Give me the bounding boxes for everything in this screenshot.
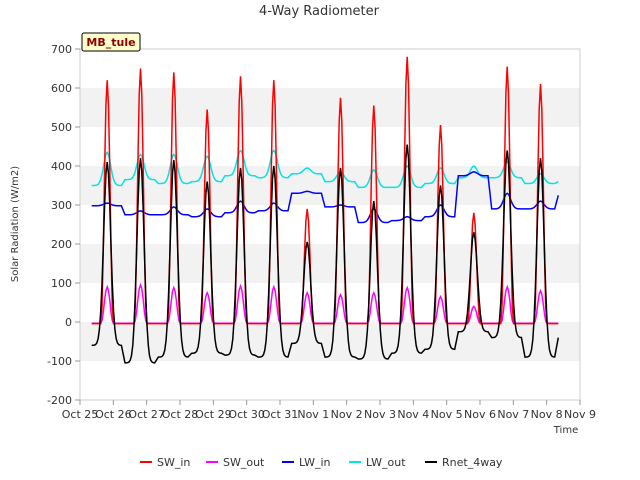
- x-tick-label: Nov 9: [564, 408, 596, 421]
- series-line-rnet_4way: [91, 144, 560, 364]
- y-tick-label: 500: [51, 121, 72, 134]
- y-tick-label: 200: [51, 238, 72, 251]
- legend: SW_in SW_out LW_in LW_out Rnet_4way: [140, 456, 503, 469]
- x-tick-label: Oct 27: [128, 408, 165, 421]
- y-axis-ticks: -200 -100 0 100 200 300 400 500 600 700: [47, 43, 80, 407]
- grid-band: [80, 166, 580, 205]
- x-tick-label: Nov 7: [497, 408, 529, 421]
- x-axis-label: Time: [553, 425, 578, 436]
- x-tick-label: Nov 4: [397, 408, 429, 421]
- chart-title: 4-Way Radiometer: [259, 4, 380, 19]
- series-lines: [91, 56, 560, 364]
- y-tick-label: 0: [65, 316, 72, 329]
- y-axis-label: Solar Radiation (W/m2): [10, 166, 21, 282]
- x-tick-label: Oct 30: [228, 408, 265, 421]
- legend-label: SW_out: [223, 456, 265, 469]
- y-tick-label: 300: [51, 199, 72, 212]
- y-tick-label: 700: [51, 43, 72, 56]
- y-tick-label: 100: [51, 277, 72, 290]
- x-tick-label: Nov 5: [431, 408, 463, 421]
- x-tick-label: Oct 28: [162, 408, 199, 421]
- x-tick-label: Nov 6: [464, 408, 496, 421]
- legend-label: LW_out: [366, 456, 406, 469]
- legend-label: SW_in: [157, 456, 190, 469]
- x-tick-label: Nov 1: [297, 408, 329, 421]
- series-line-sw_out: [91, 282, 559, 324]
- series-line-lw_in: [91, 171, 560, 224]
- site-badge-label: MB_tule: [86, 36, 135, 49]
- x-tick-label: Oct 25: [62, 408, 99, 421]
- x-tick-label: Oct 26: [95, 408, 132, 421]
- plot-frame: [79, 48, 581, 401]
- site-badge-box: [81, 32, 141, 52]
- site-badge: MB_tule: [81, 32, 141, 52]
- legend-label: LW_in: [299, 456, 331, 469]
- y-tick-label: -100: [47, 355, 72, 368]
- x-tick-label: Nov 8: [531, 408, 563, 421]
- y-tick-label: 400: [51, 160, 72, 173]
- legend-label: Rnet_4way: [442, 456, 503, 469]
- y-tick-label: 600: [51, 82, 72, 95]
- grid-band: [80, 88, 580, 127]
- grid-bands: [80, 88, 580, 361]
- y-tick-label: -200: [47, 394, 72, 407]
- x-tick-label: Nov 2: [331, 408, 363, 421]
- x-tick-label: Oct 29: [195, 408, 232, 421]
- x-tick-label: Nov 3: [364, 408, 396, 421]
- grid-band: [80, 244, 580, 283]
- x-tick-label: Oct 31: [262, 408, 299, 421]
